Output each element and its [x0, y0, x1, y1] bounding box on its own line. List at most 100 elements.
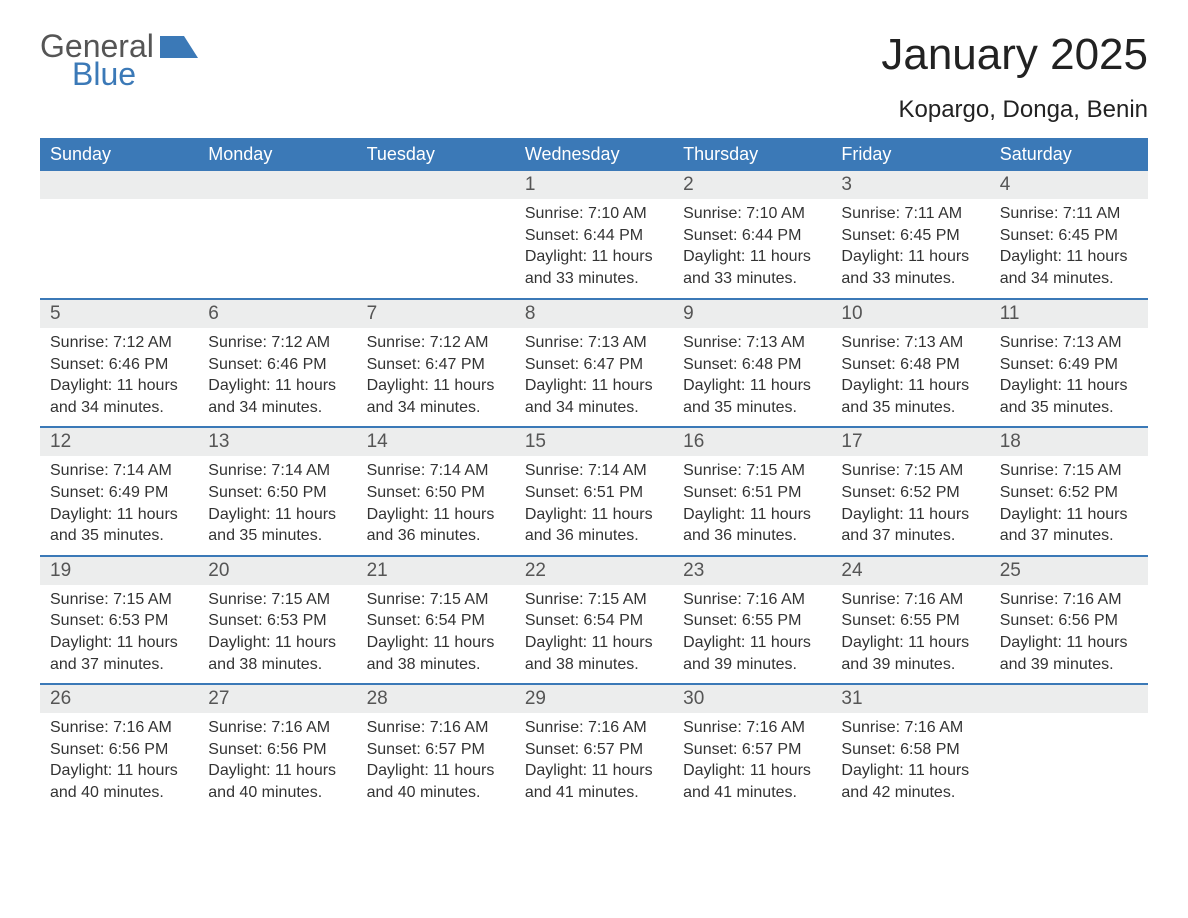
- sunset-text: Sunset: 6:51 PM: [683, 482, 821, 504]
- col-thursday: Thursday: [673, 138, 831, 171]
- day-number: 17: [831, 428, 989, 456]
- day2-text: and 37 minutes.: [841, 525, 979, 547]
- day2-text: and 40 minutes.: [367, 782, 505, 804]
- day-number: [40, 171, 198, 199]
- sunrise-text: Sunrise: 7:13 AM: [683, 332, 821, 354]
- day-number: 14: [357, 428, 515, 456]
- day-number: 16: [673, 428, 831, 456]
- sunrise-text: Sunrise: 7:10 AM: [683, 203, 821, 225]
- sunrise-text: Sunrise: 7:16 AM: [841, 589, 979, 611]
- sunrise-text: Sunrise: 7:16 AM: [208, 717, 346, 739]
- sunset-text: Sunset: 6:50 PM: [208, 482, 346, 504]
- day-number: 19: [40, 557, 198, 585]
- day-number: [990, 685, 1148, 713]
- header: General Blue January 2025: [40, 30, 1148, 90]
- day2-text: and 38 minutes.: [208, 654, 346, 676]
- calendar-cell: 17Sunrise: 7:15 AMSunset: 6:52 PMDayligh…: [831, 427, 989, 555]
- sunset-text: Sunset: 6:48 PM: [841, 354, 979, 376]
- sunset-text: Sunset: 6:54 PM: [367, 610, 505, 632]
- day1-text: Daylight: 11 hours: [208, 760, 346, 782]
- day2-text: and 38 minutes.: [367, 654, 505, 676]
- sunrise-text: Sunrise: 7:15 AM: [1000, 460, 1138, 482]
- calendar-cell: [40, 171, 198, 299]
- sunset-text: Sunset: 6:58 PM: [841, 739, 979, 761]
- sunset-text: Sunset: 6:54 PM: [525, 610, 663, 632]
- sunset-text: Sunset: 6:46 PM: [50, 354, 188, 376]
- sunset-text: Sunset: 6:57 PM: [525, 739, 663, 761]
- sunset-text: Sunset: 6:44 PM: [683, 225, 821, 247]
- sunset-text: Sunset: 6:57 PM: [367, 739, 505, 761]
- sunset-text: Sunset: 6:56 PM: [1000, 610, 1138, 632]
- sunrise-text: Sunrise: 7:10 AM: [525, 203, 663, 225]
- day-number: [357, 171, 515, 199]
- day-number: 28: [357, 685, 515, 713]
- day1-text: Daylight: 11 hours: [367, 760, 505, 782]
- calendar-cell: 24Sunrise: 7:16 AMSunset: 6:55 PMDayligh…: [831, 556, 989, 684]
- day-number: 1: [515, 171, 673, 199]
- day-number: 22: [515, 557, 673, 585]
- day1-text: Daylight: 11 hours: [1000, 246, 1138, 268]
- day2-text: and 35 minutes.: [683, 397, 821, 419]
- col-sunday: Sunday: [40, 138, 198, 171]
- logo-flag-icon: [160, 36, 198, 63]
- calendar-cell: 8Sunrise: 7:13 AMSunset: 6:47 PMDaylight…: [515, 299, 673, 427]
- day1-text: Daylight: 11 hours: [208, 632, 346, 654]
- day1-text: Daylight: 11 hours: [1000, 375, 1138, 397]
- week-row: 12 Sunrise: 7:14 AMSunset: 6:49 PM Dayligh…: [40, 427, 1148, 555]
- day2-text: and 35 minutes.: [208, 525, 346, 547]
- sunset-text: Sunset: 6:47 PM: [525, 354, 663, 376]
- day1-text: Daylight: 11 hours: [683, 632, 821, 654]
- sunrise-text: Sunrise: 7:14 AM: [50, 460, 188, 482]
- day2-text: and 41 minutes.: [683, 782, 821, 804]
- sunrise-text: Sunrise: 7:16 AM: [525, 717, 663, 739]
- calendar-cell: [357, 171, 515, 299]
- day2-text: and 34 minutes.: [50, 397, 188, 419]
- week-row: 1Sunrise: 7:10 AMSunset: 6:44 PMDaylight…: [40, 171, 1148, 299]
- day1-text: Daylight: 11 hours: [841, 375, 979, 397]
- day2-text: and 37 minutes.: [1000, 525, 1138, 547]
- calendar-cell: [198, 171, 356, 299]
- week-row: 5Sunrise: 7:12 AMSunset: 6:46 PMDaylight…: [40, 299, 1148, 427]
- sunrise-text: Sunrise: 7:16 AM: [367, 717, 505, 739]
- calendar-cell: 29 Sunrise: 7:16 AMSunset: 6:57 PMDayligh…: [515, 684, 673, 812]
- day2-text: and 37 minutes.: [50, 654, 188, 676]
- week-row: 19Sunrise: 7:15 AMSunset: 6:53 PMDayligh…: [40, 556, 1148, 684]
- sunset-text: Sunset: 6:51 PM: [525, 482, 663, 504]
- sunrise-text: Sunrise: 7:15 AM: [208, 589, 346, 611]
- day-number: 10: [831, 300, 989, 328]
- day1-text: Daylight: 11 hours: [525, 632, 663, 654]
- day1-text: Daylight: 11 hours: [1000, 632, 1138, 654]
- logo: General Blue: [40, 30, 198, 90]
- sunrise-text: Sunrise: 7:12 AM: [50, 332, 188, 354]
- day2-text: and 38 minutes.: [525, 654, 663, 676]
- day2-text: and 34 minutes.: [367, 397, 505, 419]
- day2-text: and 36 minutes.: [525, 525, 663, 547]
- day-number: 15: [515, 428, 673, 456]
- sunset-text: Sunset: 6:49 PM: [50, 482, 188, 504]
- day1-text: Daylight: 11 hours: [367, 375, 505, 397]
- day-header-row: Sunday Monday Tuesday Wednesday Thursday…: [40, 138, 1148, 171]
- day1-text: Daylight: 11 hours: [367, 632, 505, 654]
- day1-text: Daylight: 11 hours: [841, 760, 979, 782]
- calendar-cell: 21Sunrise: 7:15 AMSunset: 6:54 PMDayligh…: [357, 556, 515, 684]
- col-friday: Friday: [831, 138, 989, 171]
- sunset-text: Sunset: 6:56 PM: [50, 739, 188, 761]
- sunrise-text: Sunrise: 7:15 AM: [50, 589, 188, 611]
- day1-text: Daylight: 11 hours: [50, 760, 188, 782]
- sunrise-text: Sunrise: 7:12 AM: [367, 332, 505, 354]
- calendar-cell: 2Sunrise: 7:10 AMSunset: 6:44 PMDaylight…: [673, 171, 831, 299]
- day2-text: and 35 minutes.: [841, 397, 979, 419]
- day1-text: Daylight: 11 hours: [525, 504, 663, 526]
- day-number: 29: [515, 685, 673, 713]
- day1-text: Daylight: 11 hours: [525, 375, 663, 397]
- day-number: 12: [40, 428, 198, 456]
- calendar-cell: 26Sunrise: 7:16 AMSunset: 6:56 PMDayligh…: [40, 684, 198, 812]
- day1-text: Daylight: 11 hours: [525, 760, 663, 782]
- day2-text: and 39 minutes.: [1000, 654, 1138, 676]
- day2-text: and 35 minutes.: [50, 525, 188, 547]
- sunrise-text: Sunrise: 7:12 AM: [208, 332, 346, 354]
- calendar-cell: 16Sunrise: 7:15 AMSunset: 6:51 PMDayligh…: [673, 427, 831, 555]
- calendar-cell: 15Sunrise: 7:14 AMSunset: 6:51 PMDayligh…: [515, 427, 673, 555]
- day1-text: Daylight: 11 hours: [683, 504, 821, 526]
- col-saturday: Saturday: [990, 138, 1148, 171]
